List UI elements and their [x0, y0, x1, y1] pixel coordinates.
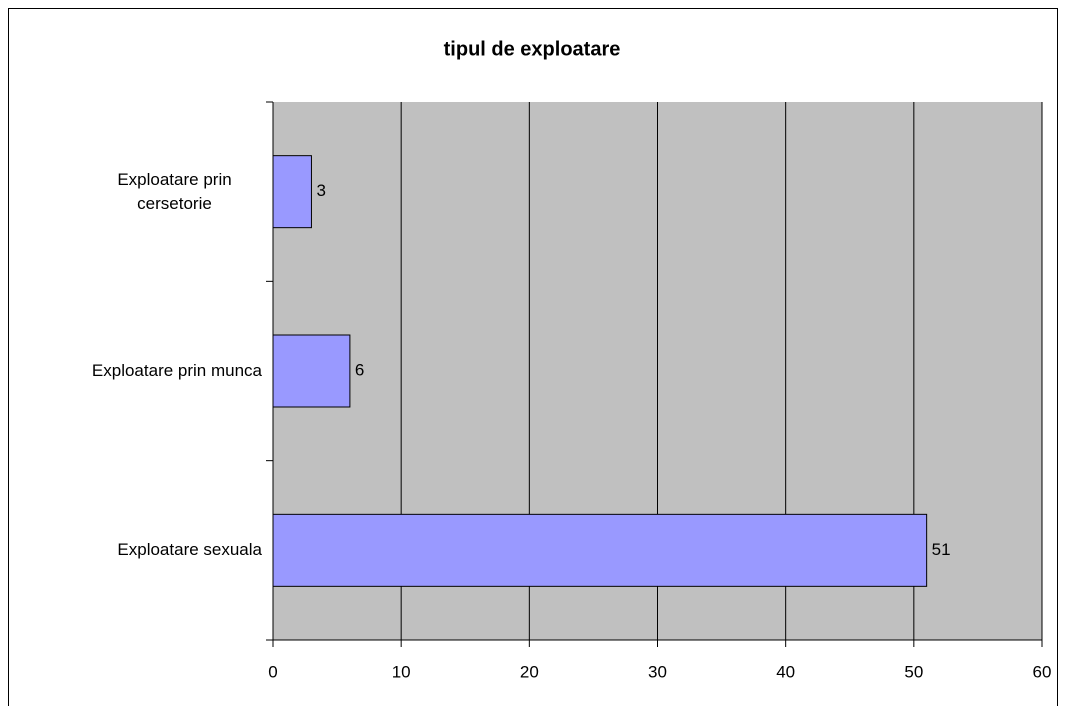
x-tick-label: 20	[520, 662, 539, 681]
x-tick-label: 50	[904, 662, 923, 681]
value-label: 3	[316, 181, 325, 200]
x-tick-label: 30	[648, 662, 667, 681]
value-label: 51	[932, 540, 951, 559]
bar	[272, 334, 351, 408]
x-tick-label: 10	[392, 662, 411, 681]
x-tick-label: 60	[1033, 662, 1052, 681]
y-tick-label: Exploatare prin cersetorie	[117, 169, 232, 213]
y-tick-label: Exploatare sexuala	[117, 540, 262, 560]
x-tick-label: 0	[268, 662, 277, 681]
x-tick-label: 40	[776, 662, 795, 681]
bar	[272, 155, 312, 229]
value-label: 6	[355, 360, 364, 379]
chart-title: tipul de exploatare	[444, 38, 621, 60]
bar	[272, 513, 928, 587]
y-tick-label: Exploatare prin munca	[91, 361, 262, 380]
